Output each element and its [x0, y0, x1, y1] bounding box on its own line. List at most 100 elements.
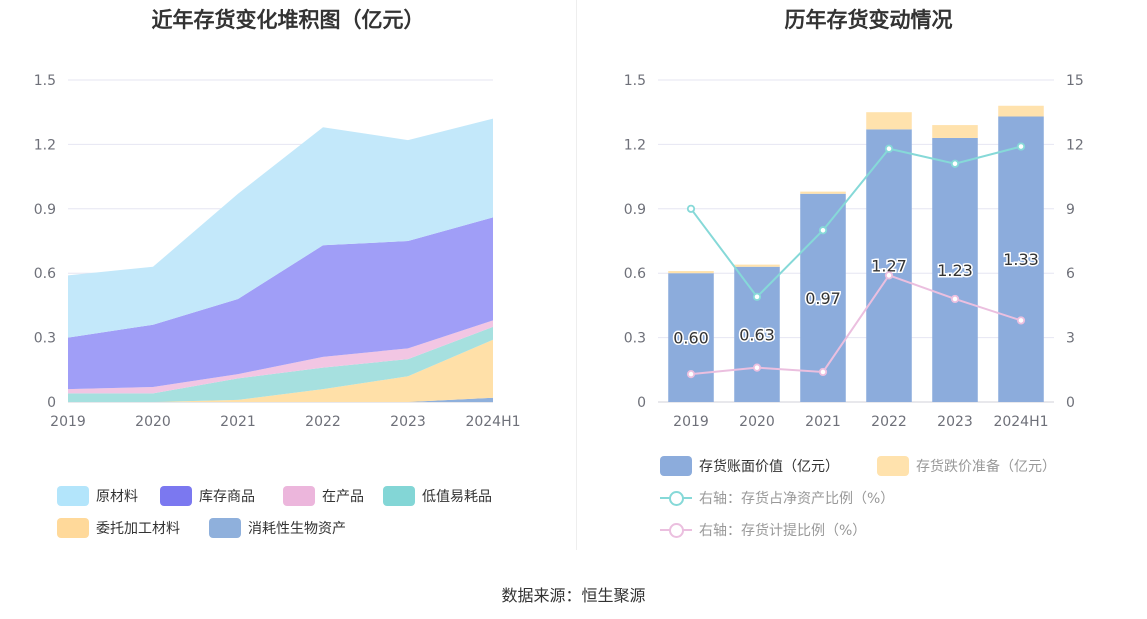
bar-value-label: 1.33: [1003, 250, 1039, 269]
legend-swatch: [383, 486, 415, 506]
legend-label: 库存商品: [199, 489, 255, 505]
legend-label: 委托加工材料: [96, 521, 180, 537]
left-area-4: [68, 217, 493, 390]
bar-value-label: 1.23: [937, 261, 973, 280]
bar-0: [932, 137, 978, 402]
left-x-tick-label: 2021: [220, 414, 256, 430]
line-point-0: [686, 204, 696, 213]
left-legend-item[interactable]: 库存商品: [160, 486, 255, 506]
legend-line-icon: [660, 520, 692, 540]
right-y-tick-label: 1.2: [624, 137, 646, 153]
line-point-1: [1016, 316, 1026, 325]
legend-label: 在产品: [322, 489, 364, 505]
bar-1: [668, 271, 714, 274]
right-chart-title: 历年存货变动情况: [784, 8, 953, 32]
data-source-note: 数据来源：恒生聚源: [501, 586, 646, 605]
right-y2-tick-label: 15: [1066, 73, 1084, 89]
bar-1: [998, 105, 1044, 117]
left-y-tick-label: 0.9: [34, 202, 56, 218]
left-legend-item[interactable]: 委托加工材料: [57, 518, 180, 538]
line-point-0: [1016, 142, 1026, 151]
chart-divider: [576, 0, 577, 550]
bar-value-label: 0.63: [739, 325, 775, 344]
left-x-tick-label: 2022: [305, 414, 341, 430]
left-y-tick-label: 1.2: [34, 137, 56, 153]
left-legend-item[interactable]: 原材料: [57, 486, 138, 506]
bar-1: [734, 264, 780, 267]
legend-swatch: [877, 456, 909, 476]
bar-value-label: 0.97: [805, 289, 841, 308]
right-legend-item[interactable]: 右轴：存货计提比例（%）: [660, 520, 866, 540]
line-point-0: [950, 159, 960, 168]
right-x-tick-label: 2023: [937, 414, 973, 430]
left-area-3: [68, 320, 493, 394]
left-area-2: [68, 326, 493, 402]
right-x-tick-label: 2019: [673, 414, 709, 430]
left-y-tick-label: 0.6: [34, 266, 56, 282]
right-legend-item[interactable]: 存货跌价准备（亿元）: [877, 456, 1056, 476]
legend-swatch: [209, 518, 241, 538]
legend-swatch: [283, 486, 315, 506]
line-series-0: [690, 145, 1022, 299]
bar-0: [668, 273, 714, 402]
left-area-1: [68, 339, 493, 402]
bar-0: [866, 129, 912, 402]
legend-swatch: [57, 518, 89, 538]
bar-value-label: 0.60: [673, 329, 709, 348]
line-series-1: [690, 274, 1022, 376]
bar-0: [734, 266, 780, 402]
right-y-tick-label: 0.3: [624, 331, 646, 347]
line-point-0: [884, 144, 894, 153]
line-point-1: [884, 271, 894, 280]
left-area-5: [68, 118, 493, 338]
legend-label: 存货账面价值（亿元）: [699, 459, 839, 475]
right-legend-item[interactable]: 右轴：存货占净资产比例（%）: [660, 488, 894, 508]
bar-value-label: 1.27: [871, 257, 907, 276]
legend-label: 消耗性生物资产: [248, 521, 346, 537]
legend-label: 右轴：存货占净资产比例（%）: [699, 491, 895, 507]
right-y2-tick-label: 3: [1066, 331, 1075, 347]
right-y-tick-label: 0.9: [624, 202, 646, 218]
right-x-tick-label: 2022: [871, 414, 907, 430]
right-y2-tick-label: 6: [1066, 266, 1075, 282]
right-x-tick-label: 2021: [805, 414, 841, 430]
left-chart-title: 近年存货变化堆积图（亿元）: [151, 8, 425, 32]
bar-0: [998, 116, 1044, 402]
right-y-tick-label: 1.5: [624, 73, 646, 89]
left-legend-item[interactable]: 消耗性生物资产: [209, 518, 346, 538]
legend-swatch: [57, 486, 89, 506]
left-y-tick-label: 0: [47, 395, 56, 411]
left-y-tick-label: 0.3: [34, 331, 56, 347]
right-y2-tick-label: 9: [1066, 202, 1075, 218]
left-area-0: [68, 397, 493, 402]
legend-label: 存货跌价准备（亿元）: [916, 459, 1056, 475]
legend-label: 原材料: [96, 489, 138, 505]
right-x-tick-label: 2020: [739, 414, 775, 430]
left-legend-item[interactable]: 在产品: [283, 486, 364, 506]
line-point-0: [752, 292, 762, 301]
left-x-tick-label: 2020: [135, 414, 171, 430]
line-point-1: [818, 367, 828, 377]
legend-swatch: [660, 456, 692, 476]
legend-label: 低值易耗品: [422, 489, 492, 505]
right-y2-tick-label: 12: [1066, 137, 1084, 153]
legend-swatch: [160, 486, 192, 506]
line-point-1: [686, 369, 696, 379]
bar-1: [932, 125, 978, 138]
right-y2-tick-label: 0: [1066, 395, 1075, 411]
right-y-tick-label: 0: [637, 395, 646, 411]
right-y-tick-label: 0.6: [624, 266, 646, 282]
line-point-1: [950, 294, 960, 304]
line-point-0: [818, 226, 828, 235]
bar-1: [800, 191, 846, 194]
left-x-tick-label: 2019: [50, 414, 86, 430]
left-x-tick-label: 2023: [390, 414, 426, 430]
bar-1: [866, 112, 912, 130]
left-x-tick-label: 2024H1: [465, 414, 520, 430]
line-point-1: [752, 363, 762, 372]
left-y-tick-label: 1.5: [34, 73, 56, 89]
left-legend-item[interactable]: 低值易耗品: [383, 486, 492, 506]
legend-label: 右轴：存货计提比例（%）: [699, 523, 867, 539]
right-legend-item[interactable]: 存货账面价值（亿元）: [660, 456, 839, 476]
